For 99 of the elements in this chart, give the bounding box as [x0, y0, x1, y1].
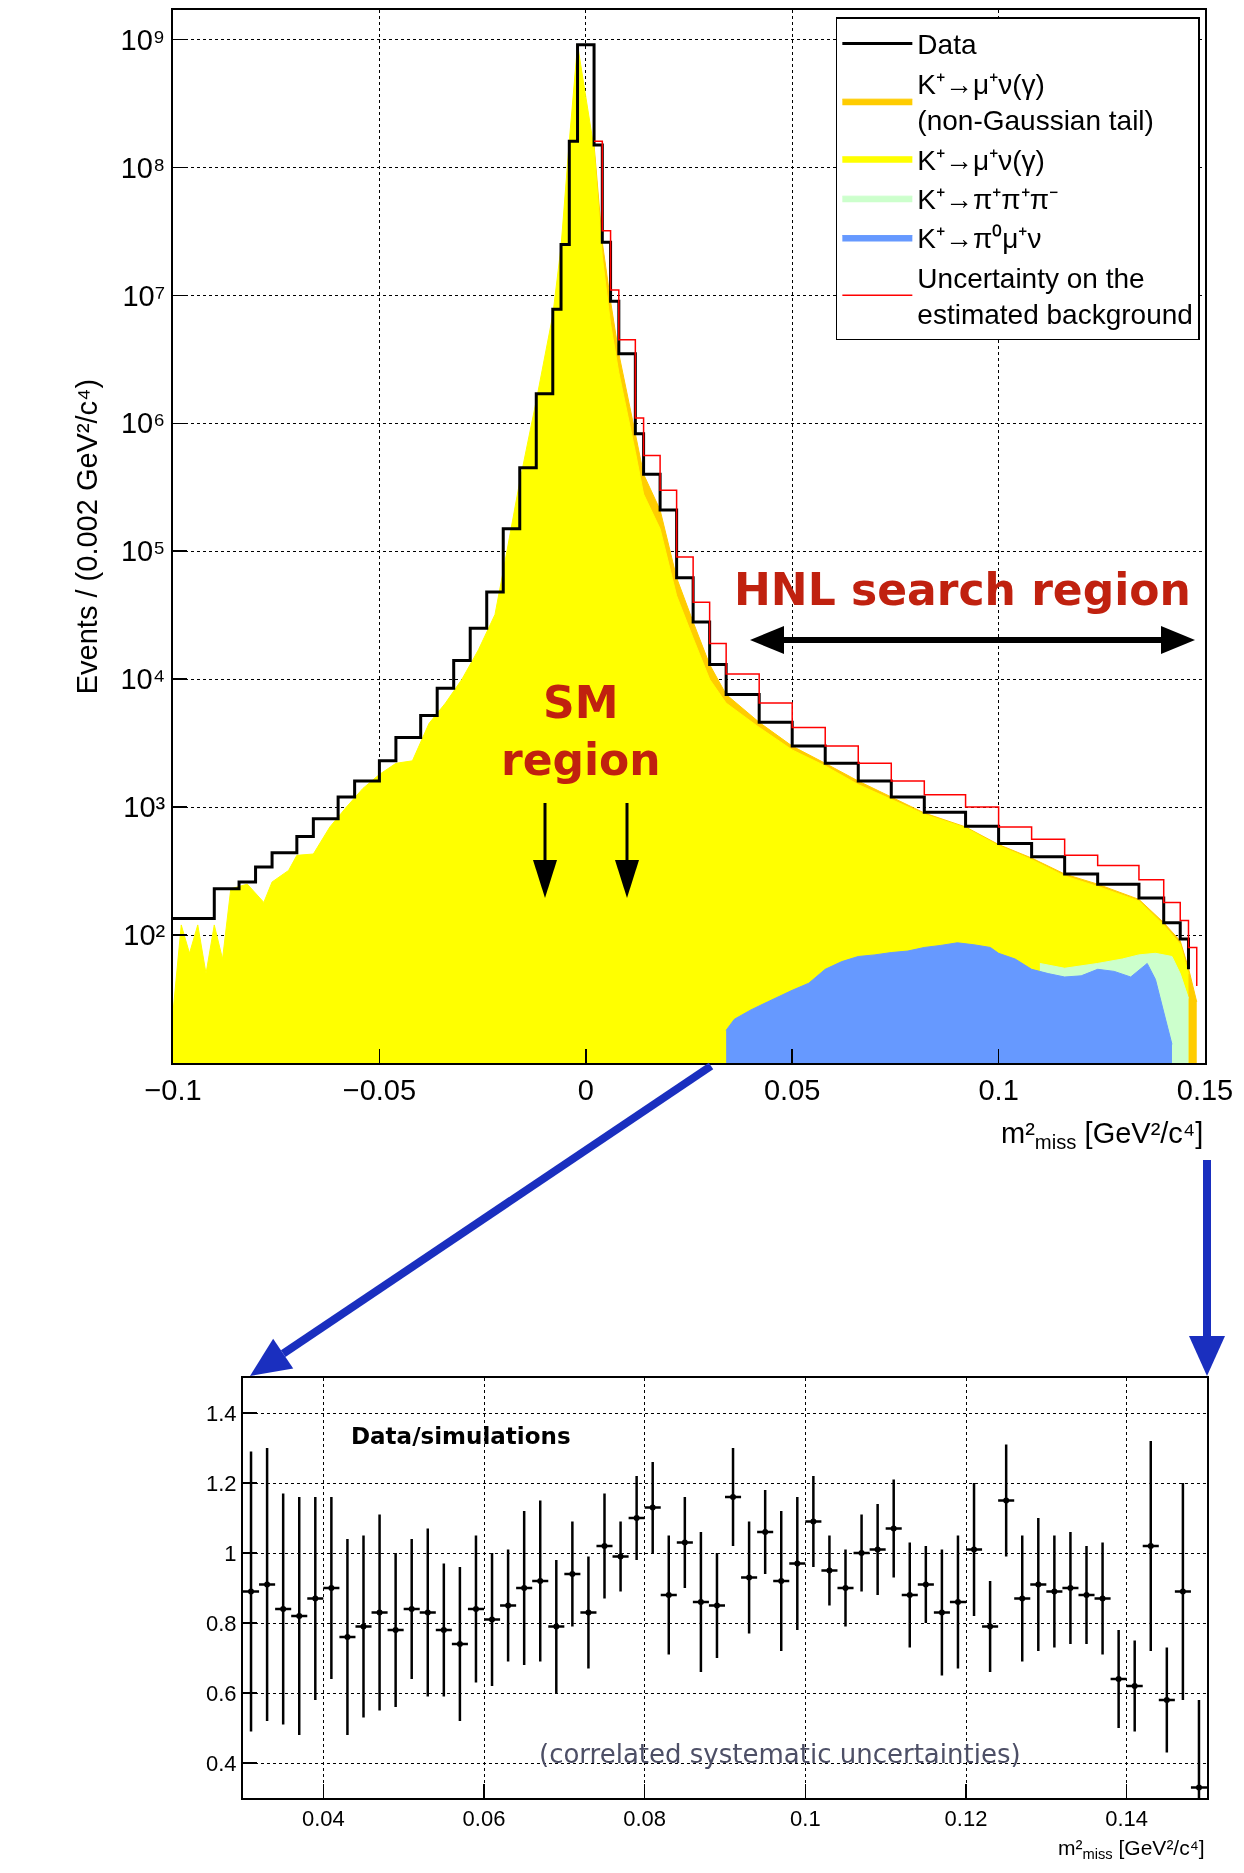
point — [762, 1529, 769, 1535]
point — [1019, 1595, 1026, 1602]
point — [553, 1623, 560, 1630]
point — [954, 1599, 961, 1605]
x-tick-label: 0.08 — [623, 1806, 667, 1832]
y-tick-label: 0.4 — [206, 1750, 237, 1776]
point — [360, 1623, 367, 1630]
point — [1099, 1595, 1106, 1602]
annotation: SM region — [501, 677, 661, 786]
annotation: HNL search region — [734, 564, 1191, 615]
y-tick-label: 10³ — [123, 791, 166, 824]
point — [569, 1571, 576, 1577]
point — [424, 1609, 431, 1616]
y-tick-label: 1.2 — [206, 1470, 237, 1496]
point — [1179, 1588, 1186, 1595]
point — [730, 1494, 737, 1500]
x-tick-label: −0.05 — [342, 1073, 417, 1106]
point — [681, 1539, 688, 1546]
point — [296, 1613, 303, 1619]
x-axis-title: m²$_{miss}$ [GeV²/c⁴] — [1001, 1117, 1204, 1154]
point — [890, 1525, 897, 1532]
x-axis-title: m²$_{miss}$ [GeV²/c⁴] — [1058, 1836, 1205, 1863]
point — [842, 1585, 849, 1591]
y-tick-label: 10⁵ — [120, 535, 166, 568]
x-tick-label: 0.06 — [462, 1806, 506, 1832]
point — [408, 1606, 415, 1612]
point — [505, 1602, 512, 1609]
y-axis-title: Events / (0.002 GeV²/c⁴) — [71, 378, 104, 695]
point — [376, 1609, 383, 1616]
point — [617, 1553, 624, 1560]
y-tick-label: 0.6 — [206, 1680, 237, 1706]
x-tick-label: 0.14 — [1105, 1806, 1149, 1832]
point — [665, 1592, 672, 1598]
point — [1147, 1543, 1154, 1549]
y-tick-label: 0.8 — [206, 1610, 237, 1636]
point — [248, 1588, 255, 1595]
point — [1051, 1588, 1058, 1595]
point — [794, 1560, 801, 1567]
point — [1035, 1581, 1042, 1588]
legend-label: K⁺→π⁺π⁺π⁻ — [917, 184, 1058, 216]
legend-label: K⁺→μ⁺ν(γ) — [917, 144, 1045, 176]
point — [456, 1641, 463, 1647]
point — [472, 1606, 479, 1612]
y-tick-label: 10⁹ — [120, 23, 166, 56]
point — [280, 1606, 287, 1612]
point — [938, 1609, 945, 1616]
point — [697, 1599, 704, 1605]
x-tick-label: 0.1 — [790, 1806, 821, 1832]
point — [440, 1627, 447, 1633]
point — [874, 1546, 881, 1553]
y-tick-label: 10⁶ — [121, 407, 166, 440]
point — [906, 1592, 913, 1598]
y-tick-label: 10⁷ — [122, 279, 166, 312]
x-tick-label: 0.05 — [763, 1073, 821, 1106]
point — [537, 1578, 544, 1584]
point — [746, 1574, 753, 1581]
point — [971, 1546, 978, 1553]
annotation: (correlated systematic uncertainties) — [539, 1739, 1021, 1769]
point — [649, 1504, 656, 1511]
legend-label: K⁺→π⁰μ⁺ν — [917, 223, 1042, 255]
y-tick-label: 10² — [123, 919, 166, 952]
x-tick-label: −0.1 — [144, 1073, 202, 1106]
y-tick-label: 10⁴ — [120, 663, 166, 696]
point — [633, 1515, 640, 1521]
point — [1003, 1497, 1010, 1504]
annotation: Data/simulations — [351, 1423, 571, 1449]
y-tick-label: 10⁸ — [120, 151, 166, 184]
point — [264, 1581, 271, 1588]
point — [1067, 1585, 1074, 1591]
x-tick-label: 0.1 — [978, 1073, 1019, 1106]
point — [826, 1567, 833, 1574]
point — [987, 1623, 994, 1630]
point — [392, 1627, 399, 1633]
x-tick-label: 0.12 — [944, 1806, 988, 1832]
point — [1195, 1784, 1202, 1791]
x-tick-label: 0.15 — [1176, 1073, 1234, 1106]
point — [858, 1550, 865, 1556]
x-tick-label: 0.04 — [301, 1806, 345, 1832]
point — [713, 1602, 720, 1609]
point — [328, 1585, 335, 1591]
point — [312, 1595, 319, 1602]
point — [1131, 1683, 1138, 1689]
y-tick-label: 1.4 — [206, 1400, 237, 1426]
point — [1115, 1676, 1122, 1682]
legend-label: K⁺→μ⁺ν(γ) (non-Gaussian tail) — [917, 68, 1154, 137]
point — [521, 1585, 528, 1591]
point — [601, 1543, 608, 1549]
point — [922, 1581, 929, 1588]
point — [344, 1634, 351, 1640]
legend-label: Data — [917, 29, 977, 61]
point — [489, 1616, 496, 1623]
y-tick-label: 1 — [224, 1540, 237, 1566]
point — [585, 1609, 592, 1616]
point — [1083, 1592, 1090, 1598]
legend-label: Uncertainty on the estimated background — [917, 262, 1193, 331]
point — [778, 1578, 785, 1584]
point — [810, 1518, 817, 1525]
point — [1163, 1697, 1170, 1703]
x-tick-label: 0 — [577, 1073, 594, 1106]
